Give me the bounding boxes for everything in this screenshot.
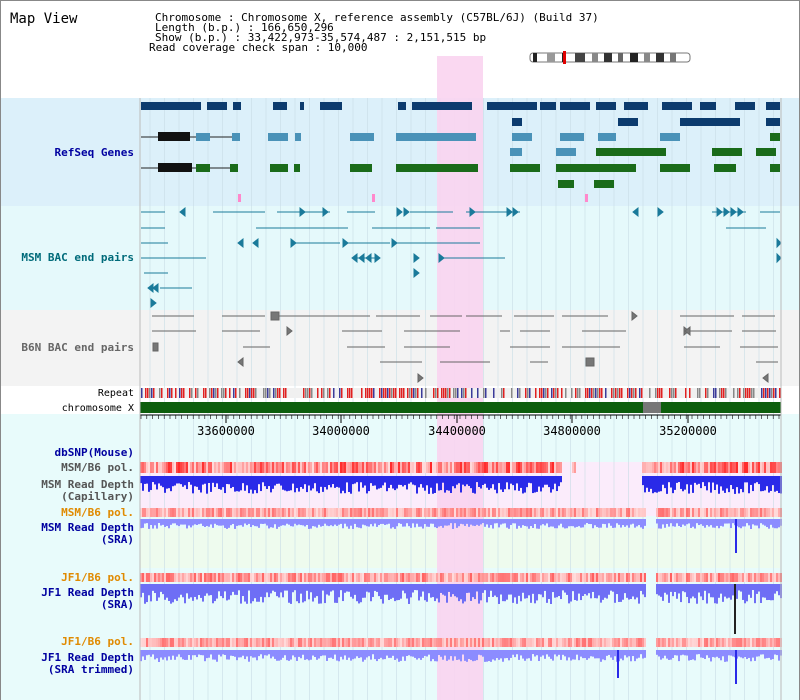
chromosome-ideogram[interactable] bbox=[529, 51, 691, 64]
track-label-jf1-depth-trim[interactable]: JF1 Read Depth bbox=[41, 651, 134, 664]
axis-tick-label: 33600000 bbox=[197, 424, 255, 438]
track-label-repeat: Repeat bbox=[98, 388, 134, 399]
jf1-read-depth-sra-trimmed-track[interactable] bbox=[140, 650, 782, 684]
track-label-b6n-bac[interactable]: B6N BAC end pairs bbox=[21, 341, 134, 354]
track-label-msm-pol-1[interactable]: MSM/B6 pol. bbox=[61, 461, 134, 474]
msm-b6-pol-track-2[interactable] bbox=[140, 508, 782, 517]
track-label-jf1-depth-trim-sub: (SRA trimmed) bbox=[48, 663, 134, 676]
highlight-region bbox=[437, 56, 483, 700]
track-label-msm-pol-2[interactable]: MSM/B6 pol. bbox=[61, 506, 134, 519]
msm-read-depth-sra-track[interactable] bbox=[140, 519, 782, 553]
header-show: Show (b.p.) : 33,422,973-35,574,487 : 2,… bbox=[155, 31, 486, 44]
axis-tick-label: 34000000 bbox=[312, 424, 370, 438]
track-label-msm-depth-sra[interactable]: MSM Read Depth bbox=[41, 521, 134, 534]
track-label-msm-depth-capillary-sub: (Capillary) bbox=[61, 490, 134, 503]
msm-read-depth-capillary-track[interactable] bbox=[140, 476, 782, 494]
track-label-jf1-pol-2[interactable]: JF1/B6 pol. bbox=[61, 635, 134, 648]
header-read-coverage: Read coverage check span : 10,000 bbox=[149, 41, 368, 54]
track-label-msm-bac[interactable]: MSM BAC end pairs bbox=[21, 251, 134, 264]
ideogram-position-marker bbox=[563, 51, 566, 64]
refseq-genes-track[interactable] bbox=[141, 102, 780, 202]
chromosome-bar[interactable] bbox=[140, 402, 781, 413]
track-label-jf1-depth-sra-sub: (SRA) bbox=[101, 598, 134, 611]
jf1-b6-pol-track-2[interactable] bbox=[140, 638, 782, 647]
header-length: Length (b.p.) : 166,650,296 bbox=[155, 21, 334, 34]
axis-tick-label: 34400000 bbox=[428, 424, 486, 438]
track-label-refseq-genes[interactable]: RefSeq Genes bbox=[55, 146, 134, 159]
jf1-b6-pol-track-1[interactable] bbox=[140, 573, 782, 582]
track-label-msm-depth-capillary[interactable]: MSM Read Depth bbox=[41, 478, 134, 491]
position-axis: 33600000 34000000 34400000 34800000 3520… bbox=[140, 414, 781, 438]
track-label-jf1-pol-1[interactable]: JF1/B6 pol. bbox=[61, 571, 134, 584]
axis-tick-label: 34800000 bbox=[543, 424, 601, 438]
jf1-read-depth-sra-track[interactable] bbox=[140, 584, 782, 634]
track-label-chromosome: chromosome X bbox=[62, 403, 134, 414]
track-label-dbsnp[interactable]: dbSNP(Mouse) bbox=[55, 446, 134, 459]
b6n-bac-track[interactable] bbox=[152, 310, 778, 384]
msm-b6-pol-track-1[interactable] bbox=[140, 462, 782, 473]
track-label-jf1-depth-sra[interactable]: JF1 Read Depth bbox=[41, 586, 134, 599]
header-chromosome: Chromosome : Chromosome X, reference ass… bbox=[155, 11, 599, 24]
page-title: Map View bbox=[10, 11, 78, 27]
axis-tick-label: 35200000 bbox=[659, 424, 717, 438]
repeat-track[interactable] bbox=[140, 388, 781, 398]
msm-bac-track[interactable] bbox=[141, 206, 782, 309]
track-label-msm-depth-sra-sub: (SRA) bbox=[101, 533, 134, 546]
